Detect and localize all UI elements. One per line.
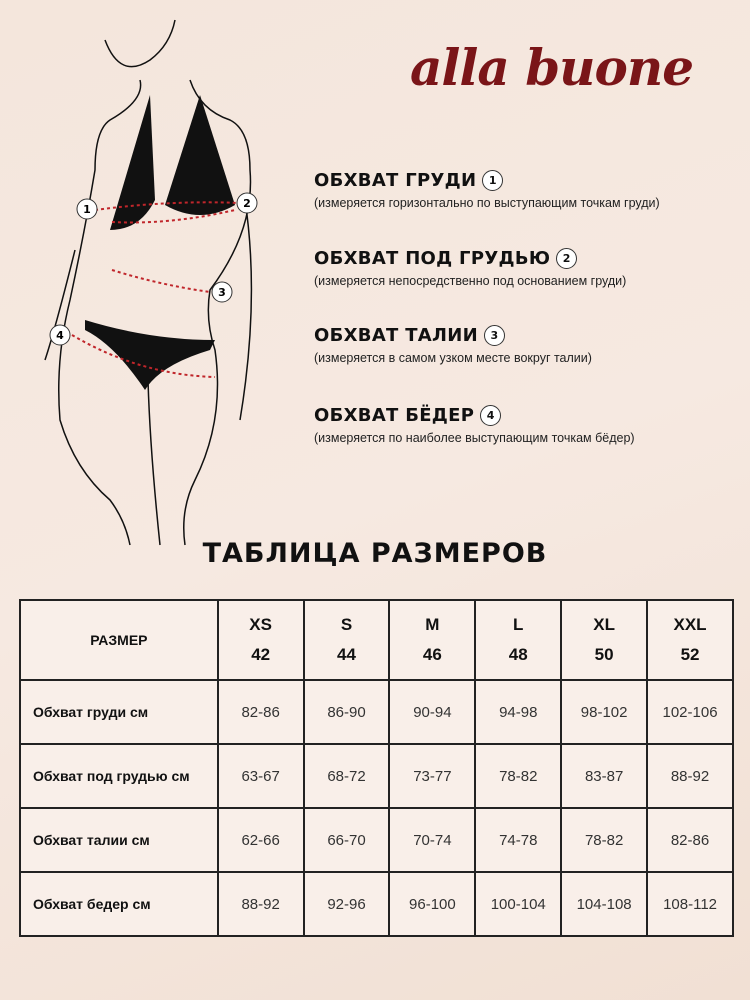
number-badge: 4: [480, 405, 502, 426]
size-letter: S: [340, 615, 353, 634]
svg-text:4: 4: [56, 329, 64, 342]
table-cell: 92-96: [302, 871, 391, 937]
body-figure-illustration: 1 2 3 4: [44, 19, 258, 546]
row-label: Обхват под грудью см: [19, 743, 219, 809]
table-cell: 83-87: [560, 743, 649, 809]
table-cell: 73-77: [388, 743, 477, 809]
table-row: Обхват под грудью см 63-67 68-72 73-77 78-82…: [19, 743, 734, 809]
measurement-description: (измеряется горизонтально по выступающим…: [314, 196, 660, 210]
measurement-hips: ОБХВАТ БЁДЕР 4 (измеряется по наиболее вы…: [314, 405, 635, 445]
table-cell: 63-67: [216, 743, 305, 809]
svg-text:2: 2: [243, 197, 251, 210]
brand-logo: alla buone: [410, 38, 694, 97]
size-number: 48: [508, 645, 528, 664]
table-cell: 68-72: [302, 743, 391, 809]
table-row: Обхват груди см 82-86 86-90 90-94 94-98 98-10…: [19, 679, 734, 745]
table-cell: 108-112: [646, 871, 734, 937]
table-cell: 86-90: [302, 679, 391, 745]
table-row: Обхват талии см 62-66 66-70 70-74 74-78 78-82…: [19, 807, 734, 873]
size-number: 50: [594, 645, 614, 664]
size-table: РАЗМЕР XS 42 S 44 M 46 L 48 XL 50 XXL 52 Обхват груди…: [19, 599, 734, 937]
table-cell: 62-66: [216, 807, 305, 873]
size-letter: XXL: [673, 615, 707, 634]
size-number: 42: [251, 645, 271, 664]
table-cell: 78-82: [474, 743, 563, 809]
size-header: XS 42: [216, 599, 305, 681]
table-cell: 98-102: [560, 679, 649, 745]
size-header: S 44: [302, 599, 391, 681]
table-header-row: РАЗМЕР XS 42 S 44 M 46 L 48 XL 50 XXL 52: [19, 599, 734, 681]
measurement-title: ОБХВАТ БЁДЕР: [314, 405, 475, 426]
row-label: Обхват бедер см: [19, 871, 219, 937]
table-row: Обхват бедер см 88-92 92-96 96-100 100-104 10…: [19, 871, 734, 937]
size-number: 46: [422, 645, 442, 664]
table-cell: 78-82: [560, 807, 649, 873]
number-badge: 1: [482, 170, 504, 191]
size-header: M 46: [388, 599, 477, 681]
measurement-waist: ОБХВАТ ТАЛИИ 3 (измеряется в самом узком …: [314, 325, 592, 365]
number-badge: 3: [483, 325, 505, 346]
measurement-chest: ОБХВАТ ГРУДИ 1 (измеряется горизонтально …: [314, 170, 660, 210]
table-cell: 100-104: [474, 871, 563, 937]
header-label: РАЗМЕР: [19, 599, 219, 681]
size-letter: XS: [249, 615, 272, 634]
table-cell: 70-74: [388, 807, 477, 873]
size-number: 52: [680, 645, 700, 664]
table-cell: 82-86: [216, 679, 305, 745]
table-cell: 82-86: [646, 807, 734, 873]
table-cell: 88-92: [646, 743, 734, 809]
measurement-title: ОБХВАТ ТАЛИИ: [314, 325, 478, 346]
size-header: XL 50: [560, 599, 649, 681]
measurement-title: ОБХВАТ ПОД ГРУДЬЮ: [314, 248, 551, 269]
table-cell: 74-78: [474, 807, 563, 873]
size-header: XXL 52: [646, 599, 734, 681]
svg-text:3: 3: [218, 286, 226, 299]
size-header: L 48: [474, 599, 563, 681]
table-cell: 96-100: [388, 871, 477, 937]
table-cell: 102-106: [646, 679, 734, 745]
measurement-underbust: ОБХВАТ ПОД ГРУДЬЮ 2 (измеряется непосредс…: [314, 248, 626, 288]
table-cell: 94-98: [474, 679, 563, 745]
size-letter: L: [513, 615, 524, 634]
table-cell: 90-94: [388, 679, 477, 745]
row-label: Обхват талии см: [19, 807, 219, 873]
size-letter: M: [425, 615, 440, 634]
table-cell: 66-70: [302, 807, 391, 873]
table-cell: 88-92: [216, 871, 305, 937]
measurement-title: ОБХВАТ ГРУДИ: [314, 170, 477, 191]
size-letter: XL: [593, 615, 615, 634]
measurement-description: (измеряется по наиболее выступающим точк…: [314, 431, 635, 445]
number-badge: 2: [556, 248, 578, 269]
table-cell: 104-108: [560, 871, 649, 937]
measurement-description: (измеряется непосредственно под основани…: [314, 274, 627, 288]
svg-text:1: 1: [83, 203, 91, 216]
measurement-description: (измеряется в самом узком месте вокруг т…: [314, 351, 592, 365]
row-label: Обхват груди см: [19, 679, 219, 745]
size-table-title: ТАБЛИЦА РАЗМЕРОВ: [202, 538, 548, 569]
size-number: 44: [337, 645, 356, 664]
